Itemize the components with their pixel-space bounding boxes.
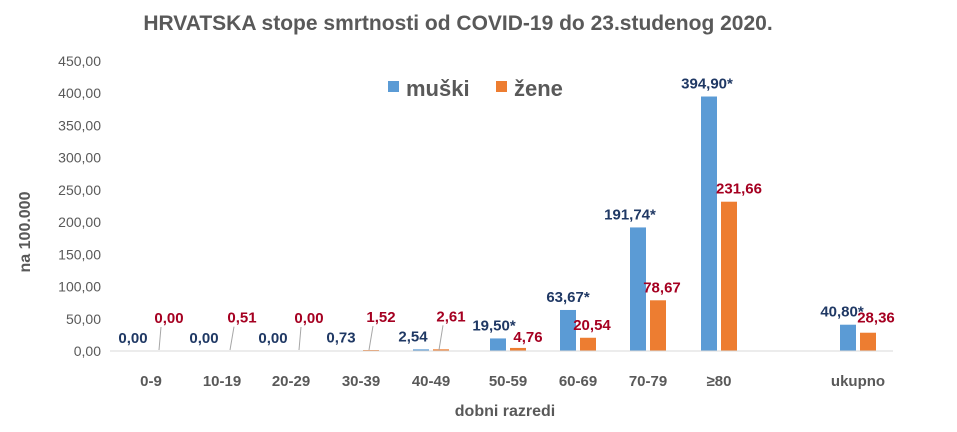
leader-line: [298, 326, 302, 351]
data-label-zene: 0,00: [154, 310, 183, 327]
bar-muski: [701, 96, 717, 352]
x-tick-label: 10-19: [203, 373, 241, 390]
y-axis-ticks: 0,00 50,00 100,00 150,00 200,00 250,00 300,00 3…: [58, 53, 101, 359]
x-tick-label: 20-29: [272, 373, 310, 390]
chart-title: HRVATSKA stope smrtnosti od COVID-19 do …: [143, 12, 772, 35]
data-label-muski: 0,00: [258, 330, 287, 347]
x-tick-label: ukupno: [831, 373, 885, 390]
data-label-muski: 0,00: [189, 330, 218, 347]
x-tick-label: 0-9: [140, 373, 162, 390]
bar-muski: [490, 338, 506, 351]
y-tick-label: 250,00: [58, 182, 101, 198]
data-label-zene: 78,67: [643, 279, 681, 296]
bar-muski: [413, 349, 429, 351]
y-tick-label: 450,00: [58, 53, 101, 69]
legend-swatch-zene: [496, 81, 507, 92]
bars: [224, 96, 876, 352]
legend-swatch-muski: [388, 81, 399, 92]
x-tick-label: 70-79: [629, 373, 667, 390]
x-tick-label: 30-39: [342, 373, 380, 390]
bar-zene: [580, 337, 596, 351]
x-axis-categories: 0-9 10-19 20-29 30-39 40-49 50-59 60-69 70-79 ≥8…: [140, 373, 885, 390]
y-tick-label: 150,00: [58, 246, 101, 262]
data-label-muski: 0,00: [118, 330, 147, 347]
x-tick-label: ≥80: [707, 373, 732, 390]
bar-zene: [510, 347, 526, 351]
leader-line: [438, 325, 444, 351]
y-tick-label: 0,00: [74, 343, 101, 359]
x-tick-label: 50-59: [489, 373, 527, 390]
bar-zene: [433, 349, 449, 351]
leader-line: [368, 325, 374, 351]
data-label-muski: 63,67*: [546, 289, 590, 306]
data-label-zene: 2,61: [436, 308, 465, 325]
legend-label-zene: žene: [514, 76, 563, 101]
data-label-muski: 40,80*: [820, 304, 864, 321]
data-label-zene: 1,52: [366, 309, 395, 326]
y-tick-label: 200,00: [58, 214, 101, 230]
data-label-zene: 0,51: [227, 310, 256, 327]
leader-line: [229, 326, 235, 351]
y-tick-label: 50,00: [66, 311, 101, 327]
x-tick-label: 40-49: [412, 373, 450, 390]
bar-zene: [721, 201, 737, 351]
data-label-muski: 191,74*: [604, 206, 656, 223]
bar-muski: [840, 324, 856, 351]
y-tick-label: 400,00: [58, 85, 101, 101]
y-tick-label: 350,00: [58, 117, 101, 133]
data-label-muski: 0,73: [326, 330, 355, 347]
bar-muski: [630, 227, 646, 351]
data-label-zene: 4,76: [513, 329, 542, 346]
y-tick-label: 100,00: [58, 279, 101, 295]
x-tick-label: 60-69: [559, 373, 597, 390]
data-label-muski: 394,90*: [681, 76, 733, 93]
bar-zene: [860, 332, 876, 351]
y-tick-label: 300,00: [58, 150, 101, 166]
leader-line: [158, 326, 162, 351]
data-label-zene: 20,54: [573, 317, 611, 334]
data-labels: 0,00 0,00 0,00 0,73 2,5419,50*63,67*191,74*3…: [118, 76, 895, 351]
data-label-muski: 19,50*: [472, 317, 516, 334]
data-label-zene: 28,36: [857, 310, 895, 327]
data-label-zene: 0,00: [294, 310, 323, 327]
bar-muski: [560, 309, 576, 351]
bar-zene: [650, 300, 666, 351]
legend: muški žene: [388, 76, 563, 101]
legend-label-muski: muški: [406, 76, 470, 101]
data-label-muski: 2,54: [398, 328, 428, 345]
y-axis-title: na 100.000: [17, 191, 34, 272]
data-label-zene: 231,66: [716, 181, 762, 198]
x-axis-title: dobni razredi: [455, 403, 555, 420]
